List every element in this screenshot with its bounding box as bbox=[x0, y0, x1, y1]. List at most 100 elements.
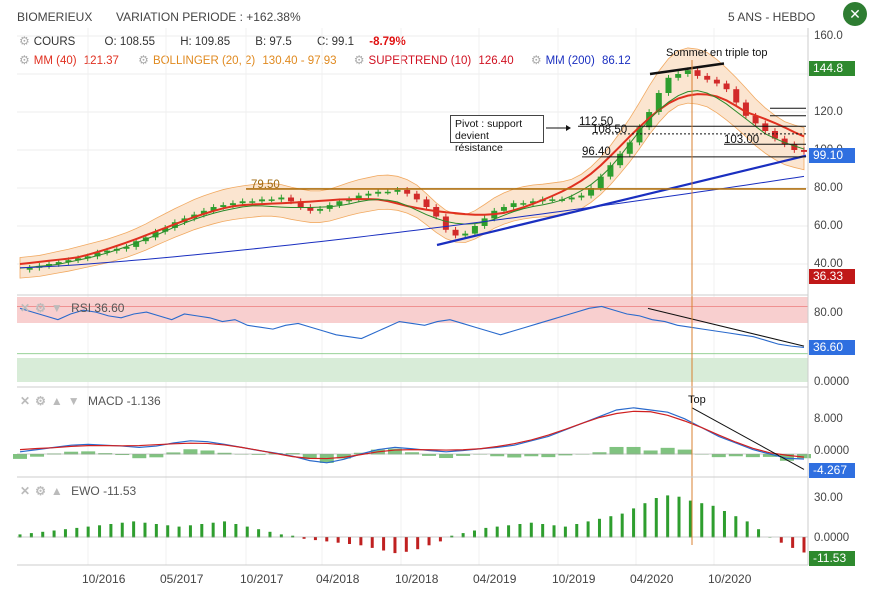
candle-body bbox=[655, 93, 662, 112]
close-icon[interactable]: ✕ bbox=[20, 394, 31, 408]
level-label-96: 96.40 bbox=[582, 146, 611, 158]
candle-body bbox=[133, 241, 140, 247]
triple-top-line bbox=[649, 62, 725, 76]
candle-body bbox=[442, 216, 449, 230]
candle-body bbox=[636, 127, 643, 143]
legend-low: B: 97.5 bbox=[255, 36, 292, 48]
chart-header: BIOMERIEUX VARIATION PERIODE : +162.38% … bbox=[0, 0, 871, 28]
ewo-bar bbox=[75, 527, 79, 538]
candle-body bbox=[317, 208, 324, 211]
price-tag-high: 144.8 bbox=[809, 61, 855, 76]
macd-histogram-bar bbox=[626, 446, 641, 455]
ewo-bar bbox=[791, 537, 795, 548]
gear-icon[interactable]: ⚙ bbox=[19, 34, 30, 48]
ewo-bar bbox=[359, 537, 363, 546]
ewo-bar bbox=[507, 525, 511, 538]
candle-body bbox=[626, 142, 633, 154]
candle-body bbox=[404, 189, 411, 194]
legend-supertrend: SUPERTREND (10) bbox=[368, 55, 472, 67]
ewo-bar bbox=[563, 526, 567, 538]
candle-body bbox=[94, 252, 101, 257]
rsi-oversold-zone bbox=[17, 358, 808, 382]
ewo-bar bbox=[666, 495, 670, 538]
symbol-name: BIOMERIEUX bbox=[17, 10, 93, 24]
y-tick-label: 120.0 bbox=[814, 106, 843, 118]
macd-histogram-bar bbox=[507, 454, 522, 458]
gear-icon[interactable]: ⚙ bbox=[19, 53, 30, 67]
ewo-bar bbox=[393, 537, 397, 554]
ewo-bar bbox=[586, 521, 590, 538]
macd-histogram-bar bbox=[251, 454, 266, 455]
arrow-down-icon[interactable]: ▼ bbox=[67, 394, 80, 408]
candle-body bbox=[597, 176, 604, 188]
gear-icon[interactable]: ⚙ bbox=[138, 53, 149, 67]
macd-label: MACD bbox=[87, 394, 124, 408]
candle-body bbox=[104, 250, 111, 253]
ewo-bar bbox=[245, 526, 249, 538]
ewo-bar bbox=[166, 525, 170, 538]
ewo-bar bbox=[52, 530, 56, 538]
arrow-up-icon[interactable]: ▲ bbox=[50, 484, 63, 498]
x-tick-label: 05/2017 bbox=[160, 572, 204, 586]
candle-body bbox=[210, 207, 217, 211]
arrow-up-icon[interactable]: ▲ bbox=[50, 394, 63, 408]
macd-signal-line bbox=[19, 410, 805, 460]
macd-histogram-bar bbox=[217, 452, 232, 455]
macd-line bbox=[19, 407, 805, 464]
gear-icon[interactable]: ⚙ bbox=[35, 484, 46, 498]
close-icon[interactable]: ✕ bbox=[20, 301, 31, 315]
candle-body bbox=[665, 77, 672, 93]
level-label-103: 103.00 bbox=[724, 134, 760, 146]
ewo-bar bbox=[234, 524, 238, 538]
gear-icon[interactable]: ⚙ bbox=[353, 53, 365, 67]
candle-body bbox=[713, 79, 720, 84]
ewo-bar bbox=[700, 503, 704, 538]
ewo-bar bbox=[461, 533, 465, 538]
macd-trendline bbox=[691, 407, 805, 470]
ewo-bar bbox=[257, 529, 261, 538]
x-tick-label: 10/2016 bbox=[82, 572, 126, 586]
ewo-bar bbox=[325, 537, 329, 542]
candle-body bbox=[771, 131, 778, 139]
pivot-arrow-head bbox=[566, 125, 571, 131]
ewo-bar bbox=[654, 498, 658, 538]
y-tick-label: 30.00 bbox=[814, 492, 843, 504]
arrow-down-icon[interactable]: ▼ bbox=[50, 301, 63, 315]
ewo-bar bbox=[552, 525, 556, 538]
candle-body bbox=[684, 70, 691, 74]
candle-body bbox=[355, 195, 362, 200]
ewo-value: -11.53 bbox=[103, 484, 137, 498]
candle-body bbox=[249, 201, 256, 203]
candle-body bbox=[462, 233, 469, 236]
period-label[interactable]: 5 ANS - HEBDO bbox=[728, 10, 816, 24]
ewo-bar bbox=[472, 530, 476, 538]
ewo-bar bbox=[541, 524, 545, 538]
candle-body bbox=[75, 258, 82, 261]
macd-histogram-bar bbox=[422, 454, 437, 456]
candle-body bbox=[26, 267, 33, 270]
macd-histogram-bar bbox=[779, 454, 794, 461]
macd-histogram-bar bbox=[490, 454, 505, 457]
ewo-bar bbox=[518, 524, 522, 538]
close-icon[interactable]: ✕ bbox=[20, 484, 31, 498]
macd-histogram-bar bbox=[115, 454, 130, 456]
gear-icon[interactable]: ⚙ bbox=[35, 301, 46, 315]
candle-body bbox=[55, 262, 62, 264]
ewo-bar bbox=[575, 524, 579, 538]
ewo-bar bbox=[632, 508, 636, 538]
close-icon[interactable]: ✕ bbox=[843, 2, 867, 26]
candle-body bbox=[588, 188, 595, 196]
candle-body bbox=[336, 201, 343, 206]
candle-body bbox=[520, 203, 527, 205]
support-trendline bbox=[436, 154, 807, 247]
ewo-bar bbox=[188, 525, 192, 538]
gear-icon[interactable]: ⚙ bbox=[35, 394, 46, 408]
ewo-bar bbox=[745, 521, 749, 538]
x-tick-label: 10/2018 bbox=[395, 572, 439, 586]
macd-histogram-bar bbox=[745, 454, 760, 458]
rsi-value: 36.60 bbox=[94, 301, 125, 315]
ewo-bar bbox=[313, 537, 317, 541]
gear-icon[interactable]: ⚙ bbox=[530, 53, 542, 67]
level-label-108: 108.50 bbox=[592, 124, 628, 136]
